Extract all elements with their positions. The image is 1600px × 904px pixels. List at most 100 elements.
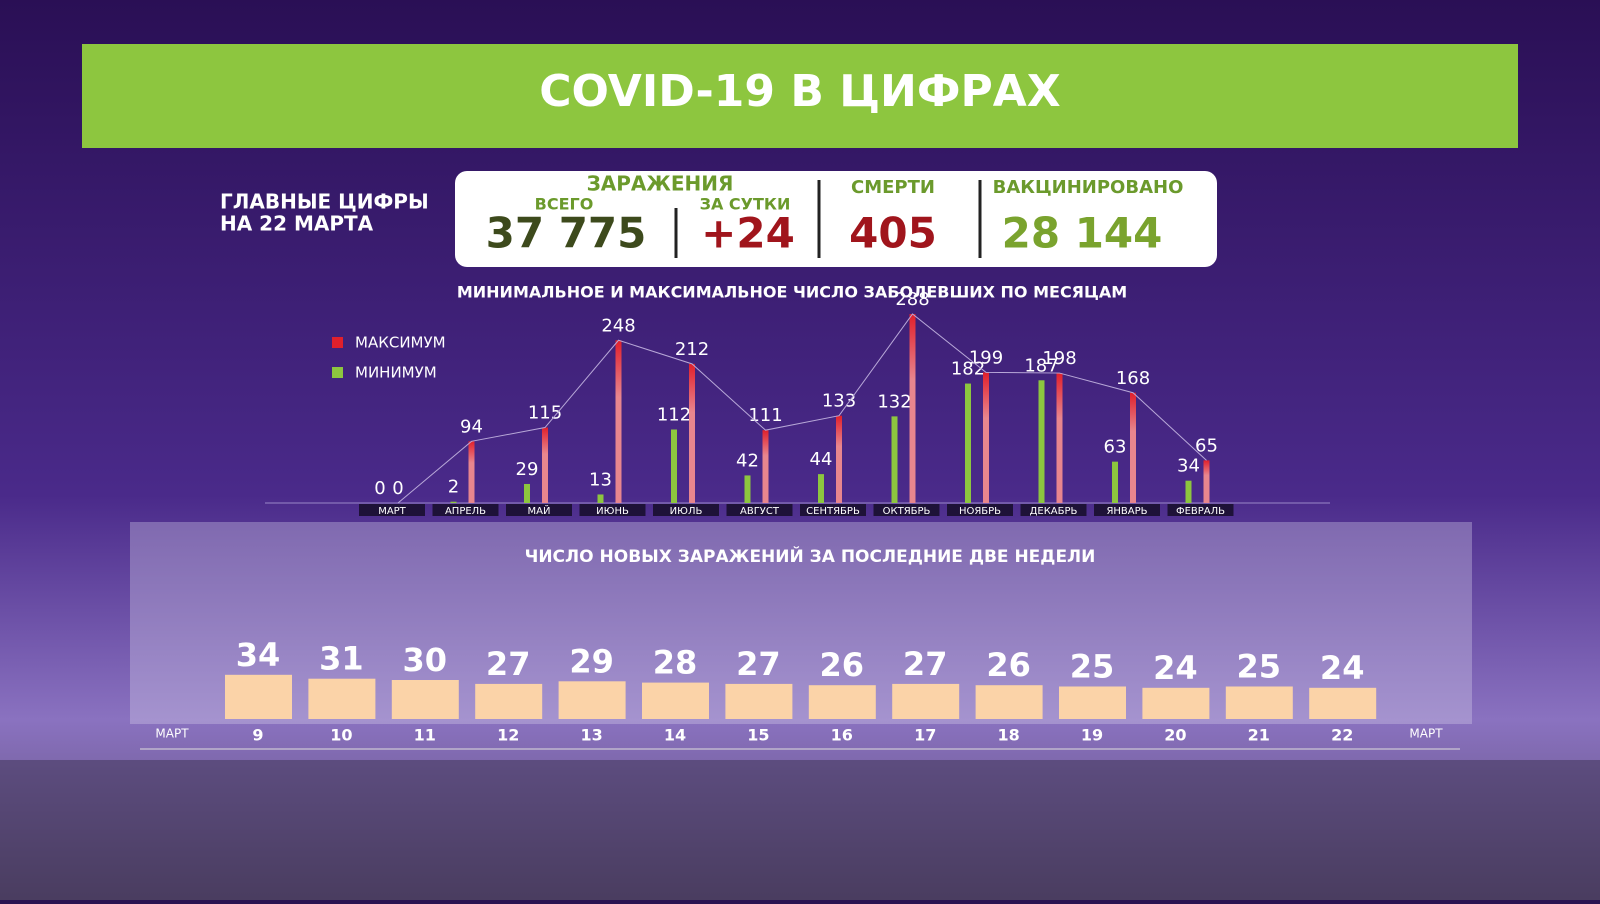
x-tick-label: АВГУСТ (740, 506, 780, 517)
bar (1203, 460, 1210, 503)
x-tick-label: СЕНТЯБРЬ (806, 506, 860, 517)
bar (1142, 687, 1210, 719)
bar (475, 683, 543, 719)
value-label: 132 (877, 391, 911, 412)
value-label: 2 (448, 477, 459, 498)
bar (744, 475, 751, 503)
x-tick-label: 14 (664, 726, 686, 745)
stat-value: +24 (701, 209, 795, 258)
category-strip (506, 504, 572, 516)
value-label: 25 (1237, 648, 1282, 686)
bar (983, 372, 989, 503)
title-bar (82, 44, 1518, 148)
stat-value: 405 (849, 209, 937, 258)
stat-label: ЗАРАЖЕНИЯ (587, 172, 734, 196)
x-tick-label: ДЕКАБРЬ (1030, 506, 1078, 517)
bar (615, 340, 622, 503)
value-label: 26 (986, 646, 1031, 684)
x-tick-label: 19 (1081, 726, 1103, 745)
x-tick-label: 11 (414, 726, 436, 745)
value-label: 112 (657, 405, 691, 426)
bar (542, 427, 548, 503)
value-label: 168 (1116, 368, 1150, 389)
category-strip (800, 504, 866, 516)
value-label: 24 (1153, 649, 1198, 687)
subtitle: ГЛАВНЫЕ ЦИФРЫ (220, 190, 429, 214)
legend-label: МАКСИМУМ (355, 334, 446, 352)
category-strip (579, 504, 646, 516)
x-tick-label: 17 (914, 726, 936, 745)
floor (0, 760, 1600, 900)
category-strip (359, 504, 425, 516)
category-strip (1167, 504, 1234, 516)
value-label: 42 (736, 450, 759, 471)
value-label: 27 (903, 645, 948, 683)
bar (524, 483, 530, 503)
x-tick-label: 15 (747, 726, 769, 745)
x-tick-label: ИЮЛЬ (670, 506, 703, 517)
value-label: 34 (1177, 456, 1200, 477)
value-label: 248 (601, 315, 635, 336)
category-strip (726, 504, 793, 516)
x-tick-label: МАЙ (528, 504, 551, 517)
bar (689, 363, 695, 503)
x-tick-label: 16 (831, 726, 853, 745)
bar (1056, 373, 1063, 503)
value-label: 28 (653, 644, 698, 682)
bar (909, 314, 916, 503)
bar (1185, 480, 1192, 503)
stat-label: ЗА СУТКИ (700, 195, 791, 214)
x-tick-label: МАРТ (378, 506, 406, 517)
bar (836, 415, 842, 503)
bar (808, 685, 876, 719)
category-strip (1094, 504, 1160, 516)
x-tick-label: 22 (1331, 726, 1353, 745)
category-strip (873, 504, 940, 516)
x-axis-label: МАРТ (1409, 727, 1443, 741)
x-tick-label: 12 (497, 726, 519, 745)
x-tick-label: ОКТЯБРЬ (883, 506, 931, 517)
bar (965, 383, 971, 503)
value-label: 182 (951, 359, 985, 380)
x-tick-label: АПРЕЛЬ (445, 506, 486, 517)
x-tick-label: ИЮНЬ (596, 506, 629, 517)
category-strip (653, 504, 719, 516)
value-label: 27 (736, 645, 781, 683)
value-label: 30 (403, 641, 448, 679)
legend-swatch (332, 337, 343, 348)
stat-label: ВСЕГО (535, 195, 594, 214)
value-label: 26 (820, 646, 865, 684)
value-label: 24 (1320, 649, 1365, 687)
stat-label: СМЕРТИ (851, 177, 935, 198)
x-tick-label: 10 (330, 726, 352, 745)
legend-label: МИНИМУМ (355, 364, 437, 382)
bar (975, 685, 1043, 719)
value-label: 199 (969, 347, 1003, 368)
bar (725, 683, 793, 719)
value-label: 44 (810, 449, 833, 470)
value-label: 27 (486, 645, 531, 683)
bar (468, 441, 475, 503)
value-label: 212 (675, 339, 709, 360)
x-axis-label: МАРТ (155, 727, 189, 741)
stat-label: ВАКЦИНИРОВАНО (993, 177, 1184, 198)
value-label: 0 (374, 478, 385, 499)
bar (1112, 461, 1118, 503)
bar (308, 678, 376, 719)
bar (1130, 392, 1136, 503)
x-tick-label: 21 (1248, 726, 1270, 745)
stats-box (455, 171, 1217, 267)
value-label: 34 (236, 636, 281, 674)
bar (558, 681, 626, 719)
bar (1225, 686, 1293, 719)
value-label: 133 (822, 391, 856, 412)
bar (762, 430, 769, 503)
value-label: 94 (460, 416, 483, 437)
bar (642, 682, 709, 719)
x-tick-label: НОЯБРЬ (959, 506, 1001, 517)
x-tick-label: ЯНВАРЬ (1106, 506, 1147, 517)
x-tick-label: 18 (997, 726, 1019, 745)
max-trend (397, 313, 1207, 504)
